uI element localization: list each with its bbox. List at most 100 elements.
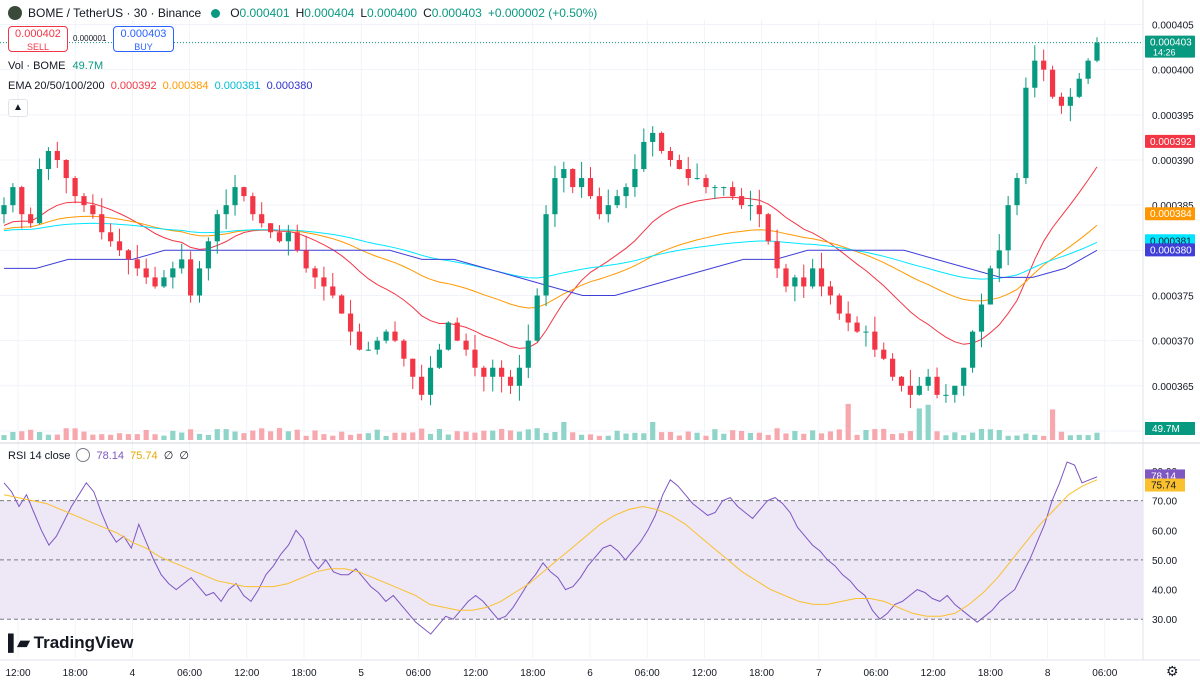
candle-body — [392, 331, 398, 341]
ema-legend[interactable]: EMA 20/50/100/200 0.000392 0.000384 0.00… — [8, 80, 312, 92]
candle-body — [543, 214, 549, 296]
candle-body — [881, 349, 887, 359]
candle-body — [845, 313, 851, 323]
candle-body — [1, 205, 7, 215]
volume-bar — [694, 432, 700, 440]
candle-body — [525, 340, 531, 368]
volume-bar — [45, 434, 52, 440]
volume-bar — [845, 403, 851, 440]
volume-bar — [827, 431, 834, 440]
candle-body — [854, 322, 860, 332]
candle-body — [19, 187, 25, 215]
price-tick-label: 0.000400 — [1152, 66, 1194, 77]
volume-bar — [925, 404, 931, 440]
candle-body — [36, 169, 43, 224]
rsi-empty-1: ∅ — [163, 450, 174, 462]
volume-bar — [1041, 435, 1047, 440]
symbol-title[interactable]: BOME / TetherUS · 30 · Binance — [28, 6, 202, 20]
time-tick-label: 06:00 — [406, 668, 431, 679]
market-open-icon — [211, 8, 221, 18]
candle-body — [507, 376, 514, 386]
volume-bar — [125, 434, 132, 440]
volume-bar — [1005, 435, 1011, 440]
candle-body — [969, 331, 976, 368]
volume-bar — [490, 430, 496, 440]
volume-bar — [765, 434, 771, 440]
candle-body — [721, 187, 727, 189]
candle-body — [667, 150, 674, 160]
candle-body — [1058, 96, 1065, 106]
rsi-tick-label: 30.00 — [1152, 615, 1177, 626]
volume-bar — [863, 429, 869, 440]
volume-bar — [1023, 433, 1029, 440]
volume-bar — [579, 434, 585, 440]
time-tick-label: 06:00 — [635, 668, 660, 679]
volume-bar — [330, 435, 336, 440]
volume-bar — [410, 432, 416, 440]
candle-body — [330, 286, 336, 296]
volume-bar — [890, 434, 896, 440]
time-tick-label: 5 — [358, 668, 364, 679]
volume-bar — [623, 433, 629, 440]
volume-bar — [587, 434, 594, 440]
volume-bar — [72, 428, 78, 440]
candle-body — [312, 268, 318, 278]
volume-bar — [872, 429, 878, 440]
candle-body — [756, 205, 762, 215]
price-change: +0.000002 (+0.50%) — [487, 6, 598, 20]
buy-button[interactable]: 0.000403 BUY — [113, 26, 174, 52]
price-badge-value: 0.000384 — [1150, 209, 1192, 220]
price-badge-value: 0.000380 — [1150, 245, 1192, 256]
candle-body — [907, 385, 913, 395]
candlesticks — [1, 37, 1100, 409]
candle-body — [596, 196, 602, 215]
volume-bar — [347, 434, 354, 440]
volume-bar — [303, 435, 309, 440]
rsi-tick-label: 60.00 — [1152, 526, 1177, 537]
time-tick-label: 18:00 — [291, 668, 316, 679]
candle-body — [890, 358, 896, 377]
ema-lines — [0, 42, 1143, 349]
candle-body — [170, 268, 176, 278]
candle-body — [472, 349, 478, 368]
candle-body — [63, 160, 69, 179]
volume-bar — [1076, 434, 1082, 440]
ema200-line — [4, 249, 1098, 296]
volume-bar — [605, 435, 611, 440]
tradingview-logo[interactable]: ▌▰ TradingView — [8, 633, 133, 653]
volume-legend[interactable]: Vol · BOME 49.7M — [8, 60, 103, 72]
collapse-legend-button[interactable]: ▲ — [8, 99, 28, 117]
time-tick-label: 12:00 — [234, 668, 259, 679]
time-tick-label: 8 — [1045, 668, 1051, 679]
volume-badge — [1145, 422, 1195, 435]
volume-bar — [561, 422, 567, 440]
tradingview-logo-text: TradingView — [33, 633, 134, 652]
volume-bar — [179, 432, 185, 440]
volume-badge-value: 49.7M — [1152, 424, 1180, 435]
sell-price: 0.000402 — [15, 28, 61, 40]
candle-body — [267, 223, 274, 233]
volume-bar — [321, 434, 327, 440]
ema50-line — [3, 215, 1098, 309]
rsi-tick-label: 50.00 — [1152, 556, 1177, 567]
candle-body — [1076, 78, 1082, 97]
chart-settings-gear-icon[interactable]: ⚙ — [1166, 663, 1179, 679]
volume-bar — [534, 428, 540, 440]
volume-bar — [667, 431, 674, 440]
candle-body — [685, 169, 691, 179]
candle-body — [250, 196, 256, 215]
time-tick-label: 18:00 — [749, 668, 774, 679]
rsi-legend[interactable]: RSI 14 close 78.14 75.74 ∅ ∅ — [8, 448, 189, 462]
open-value: 0.000401 — [239, 6, 290, 20]
sell-button[interactable]: 0.000402 SELL — [8, 26, 68, 52]
volume-bar — [747, 432, 754, 440]
rsi-settings-icon[interactable] — [76, 448, 91, 462]
close-label: C — [423, 6, 432, 20]
volume-bar — [267, 431, 274, 440]
ema200-value: 0.000380 — [266, 80, 313, 92]
volume-bar — [436, 428, 443, 440]
candle-body — [783, 268, 789, 287]
volume-bar — [196, 433, 203, 440]
time-tick-label: 18:00 — [63, 668, 88, 679]
